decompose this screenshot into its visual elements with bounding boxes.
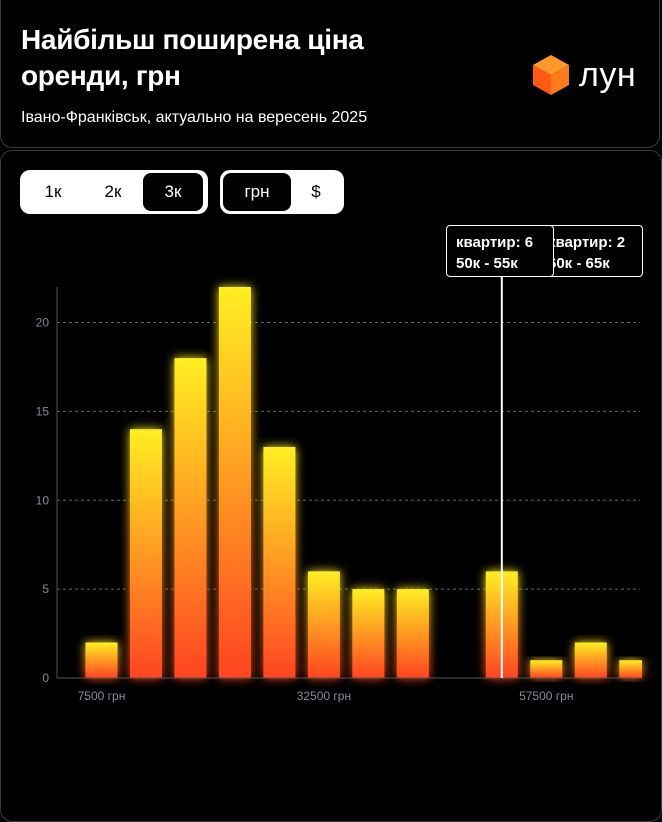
histogram-bar[interactable]	[263, 446, 296, 678]
currency-option-usd[interactable]: $	[311, 182, 321, 201]
y-tick-label: 20	[36, 316, 50, 330]
bars	[85, 287, 642, 678]
cube-icon	[533, 55, 569, 95]
histogram-bar[interactable]	[85, 642, 118, 678]
page-subtitle: Івано-Франківськ, актуально на вересень …	[21, 109, 368, 126]
histogram-bar[interactable]	[129, 429, 162, 678]
x-tick-label: 7500 грн	[78, 689, 126, 703]
histogram-bar[interactable]	[574, 642, 607, 678]
range-option-3k[interactable]: 3к	[143, 173, 203, 211]
histogram-bar[interactable]	[352, 589, 385, 678]
x-tick-label: 32500 грн	[297, 689, 351, 703]
x-tick-label: 57500 грн	[519, 689, 573, 703]
y-tick-label: 15	[36, 404, 50, 418]
logo-text: лун	[579, 56, 637, 94]
y-tick-label: 5	[42, 582, 49, 596]
axes: 0 5 10 15 20 7500 грн 32500 грн 57500 грн	[36, 287, 640, 703]
header-panel: Найбільш поширена ціна оренди, грн Івано…	[0, 0, 660, 148]
range-selector: 1к 2к 3к	[20, 170, 208, 214]
tooltip-secondary: квартир: 2 60к - 65к	[538, 225, 643, 277]
histogram-bar[interactable]	[307, 571, 340, 678]
range-option-1k[interactable]: 1к	[44, 182, 62, 201]
tooltip-primary-count: квартир: 6	[456, 234, 534, 251]
histogram-bar[interactable]	[396, 589, 429, 678]
y-tick-label: 10	[36, 493, 50, 507]
range-option-2k[interactable]: 2к	[104, 182, 122, 201]
lun-logo[interactable]: лун	[531, 53, 646, 97]
currency-selector: грн $	[220, 170, 344, 214]
histogram-bar[interactable]	[530, 660, 563, 678]
histogram-bar[interactable]	[174, 358, 207, 678]
histogram-bar[interactable]	[218, 287, 251, 678]
histogram-chart[interactable]: 0 5 10 15 20 7500 грн 32500 грн 57500 грн	[0, 220, 662, 720]
histogram-bar[interactable]	[619, 660, 642, 678]
tooltip-secondary-count: квартир: 2	[548, 234, 626, 251]
tooltip-secondary-range: 60к - 65к	[548, 255, 610, 272]
y-tick-label: 0	[42, 671, 49, 685]
page-title: Найбільш поширена ціна оренди, грн	[21, 24, 364, 91]
currency-option-uah[interactable]: грн	[223, 173, 291, 211]
tooltip-primary-range: 50к - 55к	[456, 255, 518, 272]
tooltip-primary: квартир: 6 50к - 55к	[446, 225, 554, 277]
